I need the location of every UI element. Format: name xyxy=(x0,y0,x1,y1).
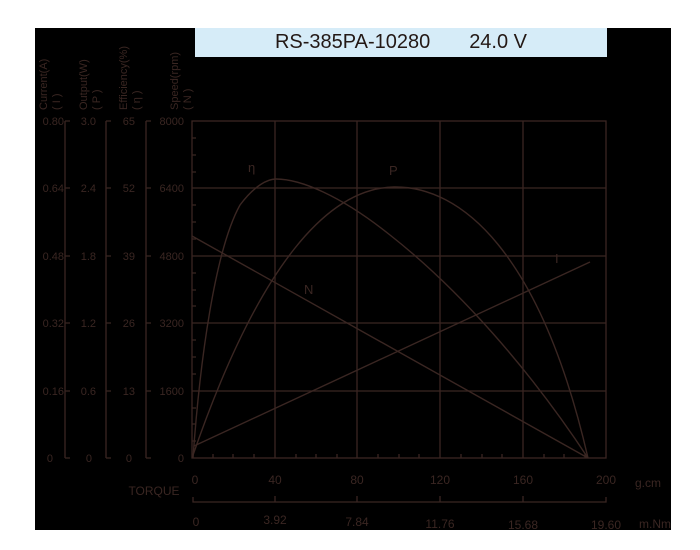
curves xyxy=(191,178,591,459)
efficiency-tick: 65 xyxy=(123,116,135,128)
current-axis-label: Current(A) xyxy=(38,59,50,110)
gcm-tick: 80 xyxy=(350,473,364,487)
current-tick: 0.48 xyxy=(43,251,64,263)
current-tick: 0.16 xyxy=(43,386,64,398)
current-axis-symbol: ( I ) xyxy=(51,94,63,111)
current-tick: 0 xyxy=(47,453,53,465)
output-tick: 1.8 xyxy=(81,251,96,263)
mnm-tick: 7.84 xyxy=(345,515,369,529)
current-tick: 0.64 xyxy=(43,183,64,195)
efficiency-curve xyxy=(192,178,589,459)
mnm-tick: 3.92 xyxy=(263,513,287,527)
voltage: 24.0 V xyxy=(469,31,528,53)
torque-label: TORQUE xyxy=(128,484,179,498)
efficiency-tick: 52 xyxy=(123,183,135,195)
mnm-tick: 15.68 xyxy=(508,518,538,532)
chart-panel xyxy=(35,28,671,530)
output-tick: 3.0 xyxy=(81,116,96,128)
gcm-tick: 160 xyxy=(513,473,533,487)
speed-tick: 6400 xyxy=(160,183,184,195)
gcm-tick: 200 xyxy=(596,473,616,487)
efficiency-tick: 39 xyxy=(123,251,135,263)
torque-mnm-axis: 0 3.92 7.84 11.76 15.68 19.60 m.Nm xyxy=(193,513,671,532)
gcm-tick: 0 xyxy=(192,473,199,487)
speed-axis-label: Speed(rpm) xyxy=(169,52,181,110)
speed-curve xyxy=(191,235,589,459)
current-tick: 0.80 xyxy=(43,116,64,128)
current-curve xyxy=(193,261,591,447)
gcm-unit: g.cm xyxy=(635,476,661,490)
gcm-tick: 40 xyxy=(268,473,282,487)
output-tick: 2.4 xyxy=(81,183,96,195)
curve-labels: η P N I xyxy=(248,160,559,297)
output-curve-label: P xyxy=(389,163,398,178)
output-axis-label: Output(W) xyxy=(78,59,90,110)
efficiency-tick: 13 xyxy=(123,386,135,398)
torque-mnm-axis-line xyxy=(192,496,607,503)
gcm-tick: 120 xyxy=(430,473,450,487)
current-curve-label: I xyxy=(555,251,559,266)
speed-axis-symbol: ( N ) xyxy=(182,89,194,110)
efficiency-tick: 0 xyxy=(126,453,132,465)
speed-tick: 4800 xyxy=(160,251,184,263)
output-tick: 1.2 xyxy=(81,318,96,330)
model-name: RS-385PA-10280 xyxy=(274,31,431,53)
output-tick: 0 xyxy=(86,453,92,465)
chart-title: RS-385PA-10280 24.0 V xyxy=(195,28,607,57)
mnm-tick: 11.76 xyxy=(425,517,454,531)
output-curve xyxy=(191,186,589,459)
plot-grid xyxy=(191,120,607,459)
torque-gcm-axis: 0 40 80 120 160 200 g.cm TORQUE xyxy=(128,473,661,498)
efficiency-axis-label: Efficiency(%) xyxy=(118,46,130,110)
efficiency-curve-label: η xyxy=(248,160,255,175)
speed-tick: 3200 xyxy=(160,318,184,330)
mnm-tick: 0 xyxy=(193,515,200,529)
mnm-tick: 19.60 xyxy=(591,518,621,532)
output-axis-symbol: ( P ) xyxy=(91,89,103,110)
current-tick: 0.32 xyxy=(43,318,64,330)
speed-tick: 8000 xyxy=(160,116,184,128)
efficiency-axis-symbol: ( η ) xyxy=(131,90,143,110)
scale-tick-labels: 0.80 0.64 0.48 0.32 0.16 0 3.0 2.4 1.8 1… xyxy=(43,116,184,465)
efficiency-tick: 26 xyxy=(123,318,135,330)
vertical-scales xyxy=(64,120,151,459)
speed-curve-label: N xyxy=(304,282,313,297)
mnm-unit: m.Nm xyxy=(639,517,671,531)
speed-tick: 0 xyxy=(178,453,184,465)
output-tick: 0.6 xyxy=(81,386,96,398)
axis-headers: Current(A) ( I ) Output(W) ( P ) Efficie… xyxy=(38,46,194,110)
speed-tick: 1600 xyxy=(160,386,184,398)
